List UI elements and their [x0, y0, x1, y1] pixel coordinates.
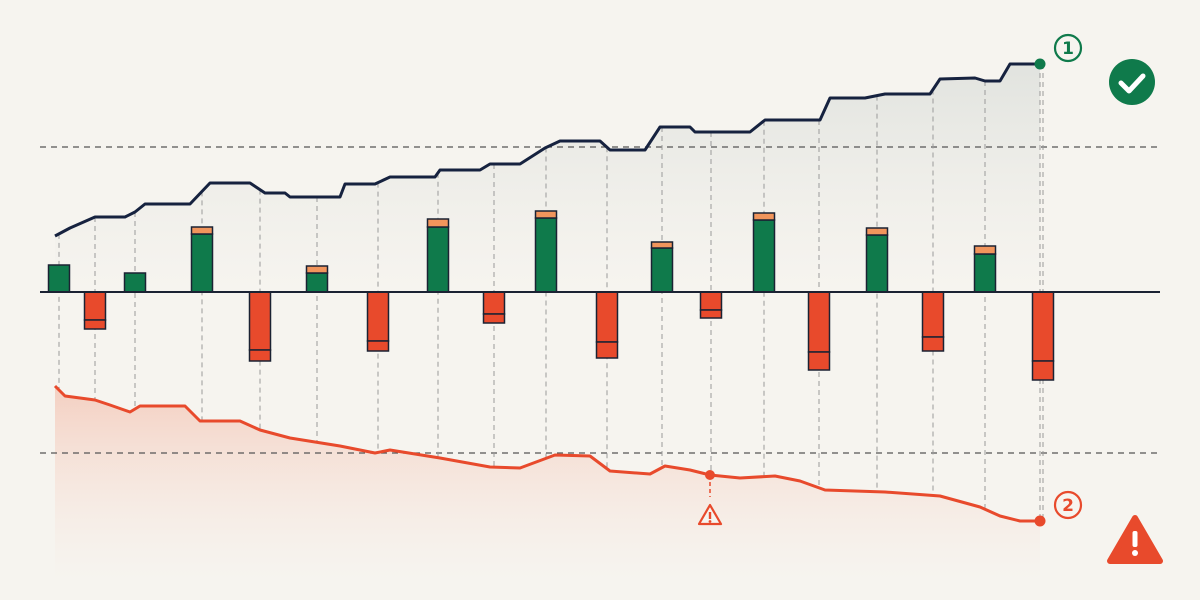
annotation-circle [1053, 490, 1083, 520]
bar [650, 247, 674, 293]
bar [248, 291, 272, 351]
bar-segment [865, 227, 889, 236]
bar-segment [534, 210, 558, 219]
bar [921, 291, 945, 338]
line [54, 62, 1040, 238]
bar-segment [305, 265, 329, 274]
bar [595, 291, 619, 343]
bar [123, 272, 147, 293]
annotation-circle [1053, 33, 1083, 63]
warning-icon [1107, 515, 1163, 564]
bar [426, 226, 450, 293]
bar [865, 234, 889, 293]
annotation: 2 [1062, 496, 1074, 516]
bar [47, 264, 71, 293]
bar-segment [83, 319, 107, 330]
bar-segment [921, 336, 945, 352]
bar [190, 233, 214, 293]
line [53, 384, 1040, 523]
bar-segment [426, 218, 450, 228]
bar-segment [807, 351, 831, 371]
bar [973, 253, 997, 293]
bar [482, 291, 506, 315]
bar [83, 291, 107, 321]
annotation: 1 [1062, 39, 1074, 59]
line-area [55, 386, 1040, 580]
bar-segment [650, 241, 674, 249]
bar [534, 217, 558, 293]
bar [807, 291, 831, 353]
bar [305, 272, 329, 293]
alert-icon-dot [708, 520, 712, 523]
foreground-layer: 12 [40, 33, 1160, 527]
bar [699, 291, 723, 311]
bar-segment [699, 309, 723, 319]
end-point [1034, 515, 1046, 527]
bar-segment [595, 341, 619, 359]
bar-segment [248, 349, 272, 362]
alert-point [705, 470, 715, 480]
bar-segment [973, 245, 997, 255]
alert-icon-bar [708, 512, 712, 519]
bar-segment [190, 226, 214, 235]
bar-segment [366, 340, 390, 352]
bar-segment [752, 212, 776, 221]
bar [752, 219, 776, 293]
success-icon [1109, 59, 1155, 105]
bar [1031, 291, 1055, 362]
bar-segment [1031, 360, 1055, 381]
end-point [1034, 58, 1046, 70]
bar [366, 291, 390, 342]
bar-segment [482, 313, 506, 324]
